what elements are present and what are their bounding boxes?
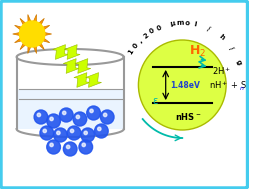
Text: nHS$^-$: nHS$^-$ <box>174 112 201 122</box>
Text: nH$^+$ + S: nH$^+$ + S <box>208 79 246 91</box>
Circle shape <box>56 131 60 135</box>
Circle shape <box>43 129 46 133</box>
Circle shape <box>46 140 60 154</box>
Circle shape <box>46 114 60 128</box>
Polygon shape <box>13 15 52 53</box>
Text: 0: 0 <box>155 24 162 32</box>
Circle shape <box>79 140 92 154</box>
Circle shape <box>62 111 66 115</box>
Text: 1: 1 <box>127 49 134 56</box>
Circle shape <box>94 124 108 138</box>
Text: ε: ε <box>152 96 157 106</box>
Circle shape <box>67 126 81 140</box>
Text: l: l <box>192 21 196 28</box>
Circle shape <box>50 117 53 121</box>
Text: 1.48eV: 1.48eV <box>170 81 199 90</box>
Text: m: m <box>176 20 183 26</box>
Circle shape <box>19 21 45 47</box>
Bar <box>18 89 122 129</box>
Text: 2: 2 <box>142 32 149 39</box>
Circle shape <box>37 113 40 117</box>
Circle shape <box>59 108 73 122</box>
Circle shape <box>82 143 85 147</box>
Circle shape <box>97 127 101 131</box>
Circle shape <box>84 131 87 135</box>
Text: 0: 0 <box>148 27 155 35</box>
Text: o: o <box>184 20 189 26</box>
Polygon shape <box>74 73 89 87</box>
Polygon shape <box>85 73 101 87</box>
Circle shape <box>53 128 67 142</box>
Circle shape <box>81 128 94 142</box>
Circle shape <box>100 110 114 124</box>
Polygon shape <box>63 59 79 73</box>
Circle shape <box>70 129 73 133</box>
Polygon shape <box>75 59 90 73</box>
Text: 0: 0 <box>131 42 139 50</box>
Circle shape <box>34 110 47 124</box>
Circle shape <box>50 143 53 147</box>
Circle shape <box>138 40 225 130</box>
Text: h: h <box>216 34 224 41</box>
Text: 2H$^+$: 2H$^+$ <box>212 65 231 77</box>
Circle shape <box>89 109 93 113</box>
Text: n: n <box>239 85 243 91</box>
Text: μ: μ <box>169 20 175 27</box>
Circle shape <box>66 145 70 149</box>
Circle shape <box>86 106 100 120</box>
Circle shape <box>103 113 106 117</box>
Text: g: g <box>234 58 241 65</box>
Polygon shape <box>52 45 68 59</box>
Circle shape <box>40 126 53 140</box>
Text: H$_2$: H$_2$ <box>188 43 206 59</box>
Circle shape <box>76 115 79 119</box>
Text: /: / <box>205 26 210 33</box>
Text: ,: , <box>137 37 143 43</box>
Circle shape <box>73 112 86 126</box>
Circle shape <box>63 142 77 156</box>
Text: /: / <box>227 46 233 51</box>
Polygon shape <box>64 45 80 59</box>
